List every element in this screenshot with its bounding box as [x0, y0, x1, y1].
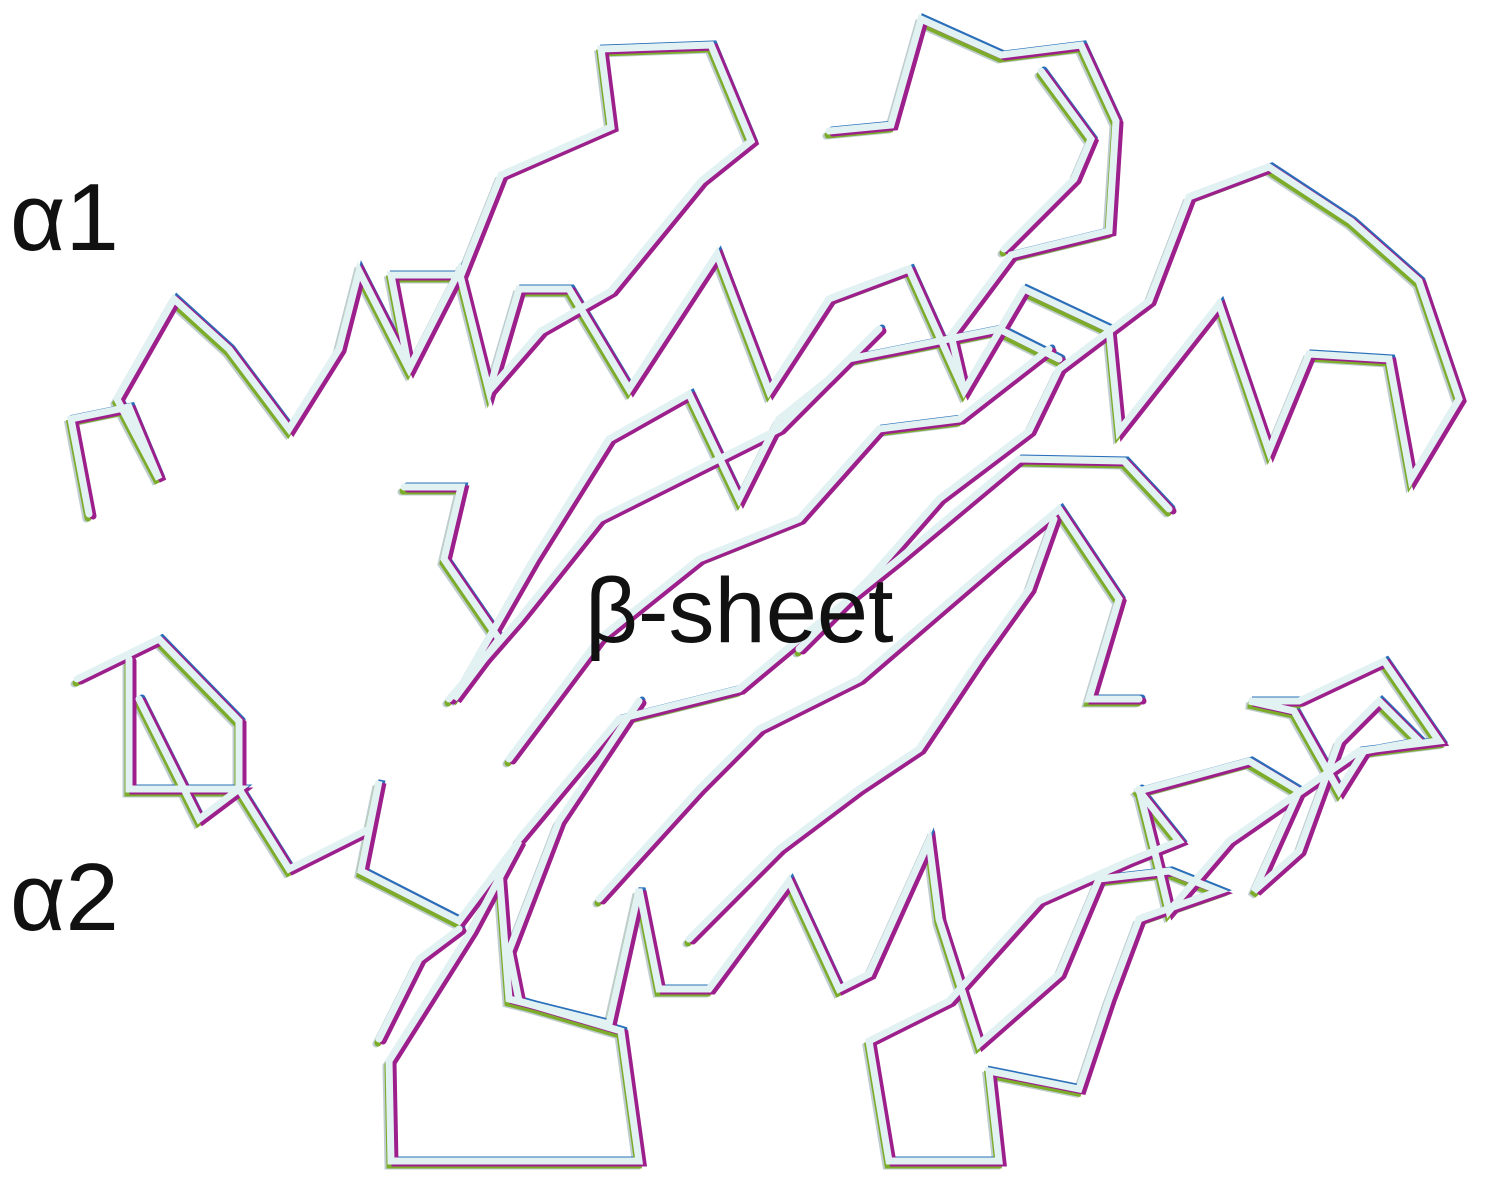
helix-label: α1 — [10, 164, 119, 271]
page: {"labels": {"helix_1": "α1", "helix_2": … — [0, 0, 1487, 1199]
helix-label: α2 — [10, 844, 119, 951]
sheet-label: β-sheet — [585, 560, 894, 662]
structure-figure: α1 α2 β-sheet — [0, 0, 1487, 1199]
